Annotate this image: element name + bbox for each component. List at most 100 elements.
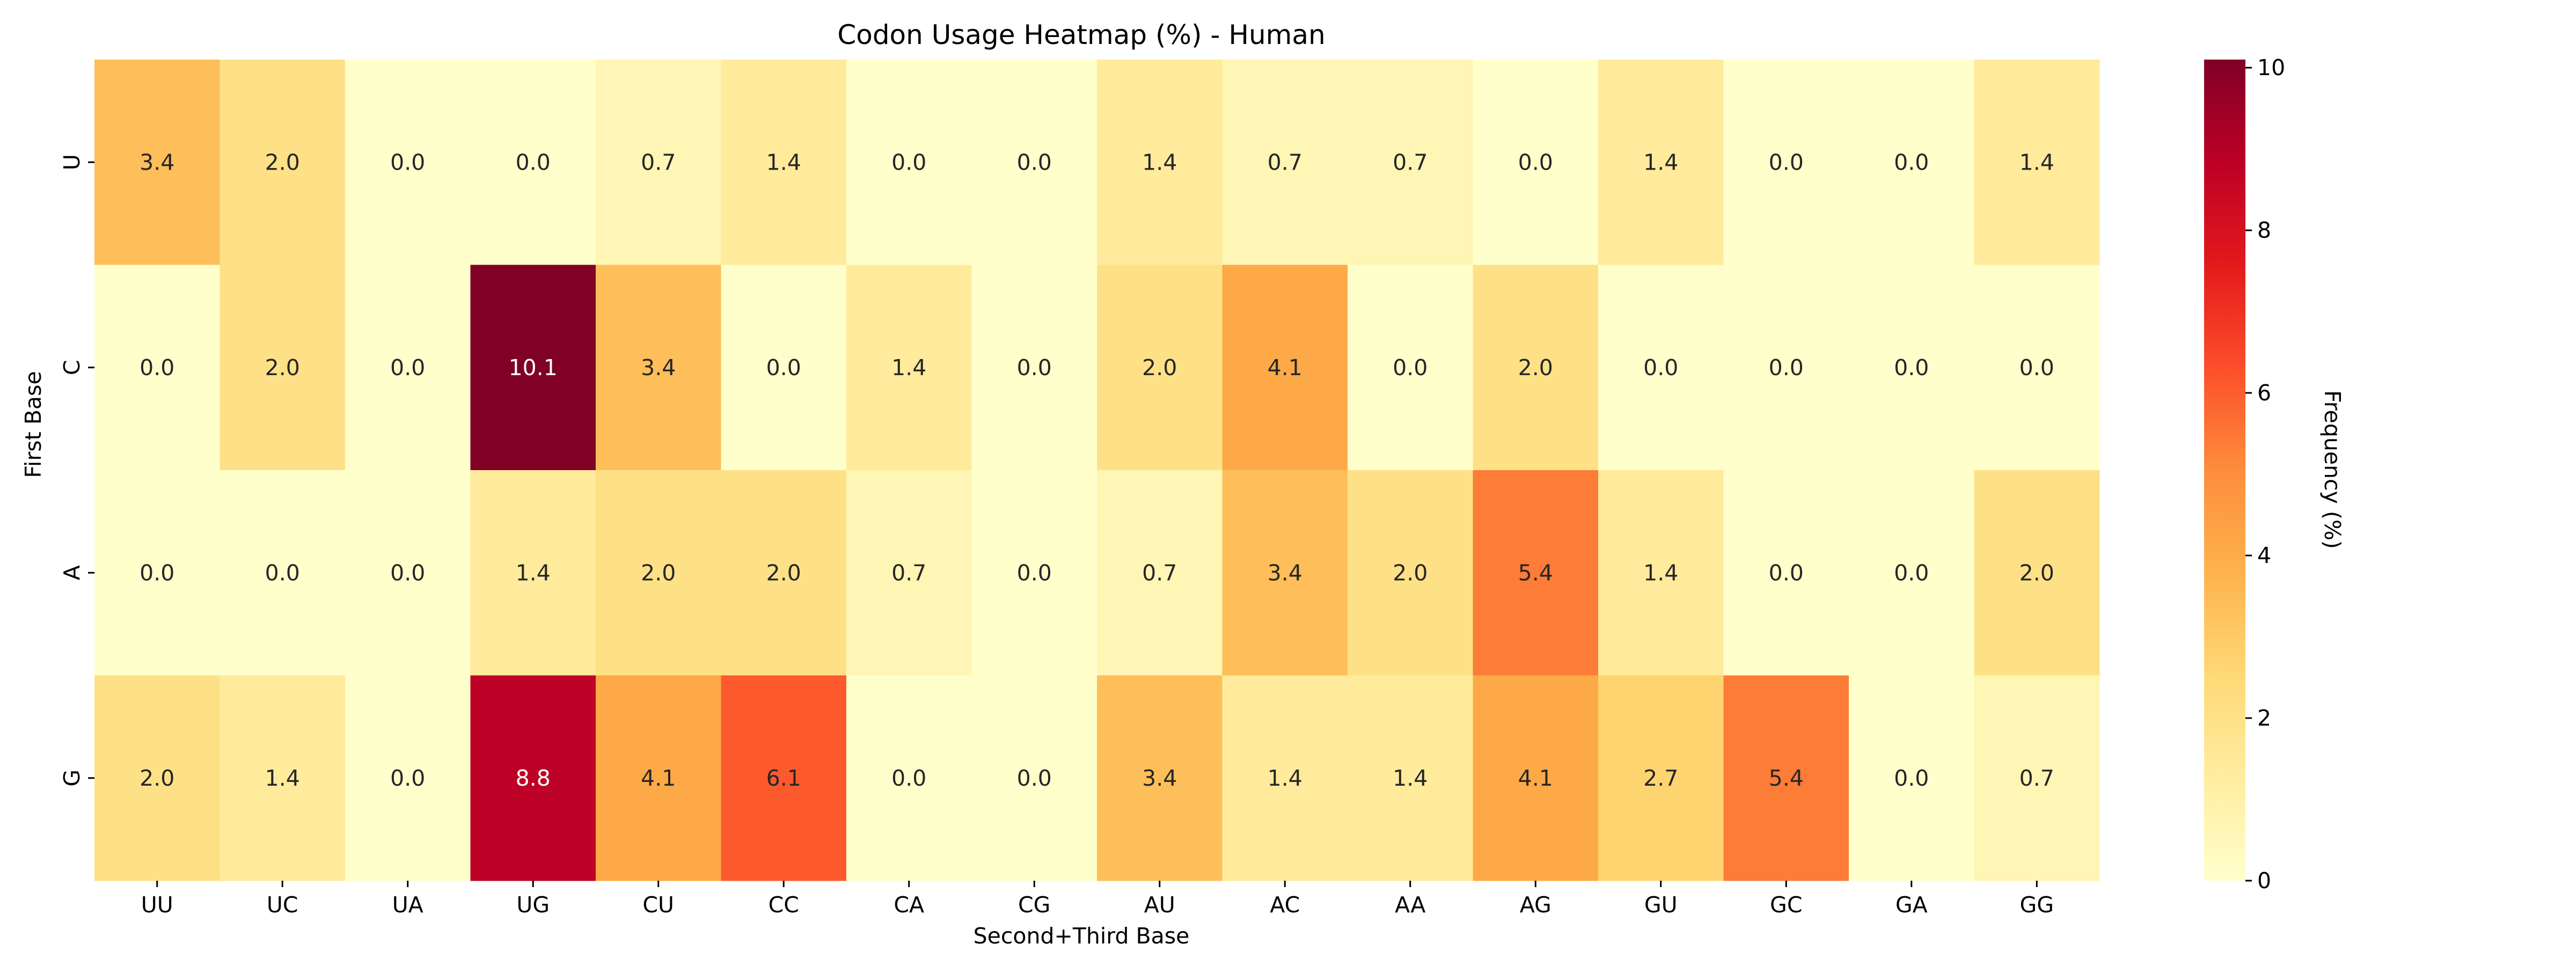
heatmap-cell-C-GU bbox=[1598, 265, 1724, 471]
y-tick-label: A bbox=[59, 565, 85, 580]
heatmap-cell-C-AG bbox=[1473, 265, 1599, 471]
cell-value-label: 2.0 bbox=[1518, 355, 1553, 380]
colorbar-ticks: 0 2 4 6 8 10 bbox=[2245, 55, 2285, 894]
heatmap-cell-U-UG bbox=[470, 60, 596, 265]
chart-title: Codon Usage Heatmap (%) - Human bbox=[837, 19, 1325, 50]
cell-value-label: 0.0 bbox=[1017, 355, 1052, 380]
colorbar: 0 2 4 6 8 10 Frequency (%) bbox=[2204, 55, 2345, 894]
heatmap-cell-U-GG bbox=[1974, 60, 2100, 265]
heatmap-cell-A-GC bbox=[1723, 470, 1849, 676]
heatmap-cell-C-AC bbox=[1222, 265, 1348, 471]
cell-value-label: 0.0 bbox=[140, 355, 174, 380]
heatmap-cell-A-CU bbox=[596, 470, 721, 676]
cell-value-label: 1.4 bbox=[766, 149, 801, 175]
cell-value-label: 0.0 bbox=[1393, 355, 1428, 380]
x-tick-label: GC bbox=[1770, 892, 1802, 918]
heatmap-cell-labels: 3.4 2.0 0.0 0.0 0.7 1.4 0.0 0.0 1.4 0.7 0.7 0.0 1.4 0… bbox=[140, 149, 2054, 791]
y-axis-ticks: U C A G bbox=[59, 154, 94, 787]
cell-value-label: 0.7 bbox=[641, 149, 676, 175]
cell-value-label: 1.4 bbox=[265, 765, 300, 791]
x-tick-label: AG bbox=[1520, 892, 1552, 918]
heatmap-cell-G-GU bbox=[1598, 675, 1724, 881]
heatmap-cell-C-CU bbox=[596, 265, 721, 471]
cell-value-label: 5.4 bbox=[1518, 560, 1553, 586]
heatmap-cell-G-CC bbox=[721, 675, 847, 881]
heatmap-cell-A-GA bbox=[1849, 470, 1974, 676]
cell-value-label: 0.0 bbox=[891, 149, 926, 175]
cell-value-label: 0.0 bbox=[1769, 149, 1804, 175]
x-tick-label: AU bbox=[1144, 892, 1175, 918]
heatmap-cell-G-AA bbox=[1348, 675, 1473, 881]
heatmap-cell-A-AG bbox=[1473, 470, 1599, 676]
cell-value-label: 2.0 bbox=[1142, 355, 1177, 380]
cell-value-label: 3.4 bbox=[641, 355, 676, 380]
heatmap-cell-G-UA bbox=[345, 675, 471, 881]
cell-value-label: 0.7 bbox=[1142, 560, 1177, 586]
cell-value-label: 4.1 bbox=[1268, 355, 1302, 380]
colorbar-gradient bbox=[2204, 60, 2245, 881]
heatmap-cell-A-CG bbox=[971, 470, 1097, 676]
heatmap-cell-G-AG bbox=[1473, 675, 1599, 881]
heatmap-cell-A-UC bbox=[219, 470, 346, 676]
cell-value-label: 2.0 bbox=[140, 765, 174, 791]
heatmap-cell-U-AG bbox=[1473, 60, 1599, 265]
cell-value-label: 2.0 bbox=[265, 355, 300, 380]
x-tick-label: AA bbox=[1395, 892, 1425, 918]
cell-value-label: 0.0 bbox=[1894, 765, 1929, 791]
heatmap-cell-A-UA bbox=[345, 470, 471, 676]
y-tick-label: C bbox=[59, 360, 85, 375]
cell-value-label: 0.0 bbox=[1518, 149, 1553, 175]
heatmap-cell-G-UU bbox=[94, 675, 220, 881]
cell-value-label: 2.0 bbox=[641, 560, 676, 586]
colorbar-tick-label: 10 bbox=[2257, 55, 2285, 80]
heatmap-cell-C-UC bbox=[219, 265, 346, 471]
x-axis-ticks: UU UC UA UG CU CC CA CG AU AC AA AG GU GC GA GG bbox=[141, 881, 2054, 918]
heatmap-cell-U-UA bbox=[345, 60, 471, 265]
heatmap-cell-U-CG bbox=[971, 60, 1097, 265]
x-tick-label: UG bbox=[516, 892, 550, 918]
x-tick-label: UA bbox=[392, 892, 423, 918]
x-axis-label: Second+Third Base bbox=[974, 923, 1190, 949]
x-tick-label: CC bbox=[769, 892, 799, 918]
heatmap-cell-A-AC bbox=[1222, 470, 1348, 676]
cell-value-label: 1.4 bbox=[1393, 765, 1428, 791]
colorbar-tick-label: 6 bbox=[2257, 380, 2271, 406]
heatmap-cell-A-UU bbox=[94, 470, 220, 676]
cell-value-label: 1.4 bbox=[516, 560, 551, 586]
x-tick-label: CA bbox=[894, 892, 924, 918]
heatmap-cell-C-AA bbox=[1348, 265, 1473, 471]
colorbar-tick-label: 2 bbox=[2257, 705, 2271, 731]
heatmap-cell-U-UC bbox=[219, 60, 346, 265]
heatmap-cell-C-GA bbox=[1849, 265, 1974, 471]
cell-value-label: 2.0 bbox=[1393, 560, 1428, 586]
cell-value-label: 0.7 bbox=[1268, 149, 1302, 175]
x-tick-label: CG bbox=[1018, 892, 1050, 918]
heatmap-cell-G-AC bbox=[1222, 675, 1348, 881]
x-tick-label: GA bbox=[1896, 892, 1928, 918]
cell-value-label: 0.0 bbox=[140, 560, 174, 586]
colorbar-tick-label: 8 bbox=[2257, 217, 2271, 243]
x-tick-label: GU bbox=[1644, 892, 1678, 918]
cell-value-label: 4.1 bbox=[1518, 765, 1553, 791]
heatmap-cell-U-GU bbox=[1598, 60, 1724, 265]
cell-value-label: 0.7 bbox=[891, 560, 926, 586]
heatmap-cell-G-CA bbox=[846, 675, 972, 881]
heatmap-cell-A-GU bbox=[1598, 470, 1724, 676]
cell-value-label: 2.0 bbox=[2019, 560, 2054, 586]
heatmap-cell-U-GA bbox=[1849, 60, 1974, 265]
heatmap-cell-C-CG bbox=[971, 265, 1097, 471]
heatmap-cell-A-GG bbox=[1974, 470, 2100, 676]
heatmap-cell-U-CU bbox=[596, 60, 721, 265]
cell-value-label: 1.4 bbox=[1142, 149, 1177, 175]
cell-value-label: 0.0 bbox=[1894, 149, 1929, 175]
cell-value-label: 8.8 bbox=[516, 765, 551, 791]
colorbar-label: Frequency (%) bbox=[2319, 390, 2345, 549]
heatmap-cell-U-UU bbox=[94, 60, 220, 265]
heatmap-cell-C-GC bbox=[1723, 265, 1849, 471]
cell-value-label: 0.7 bbox=[1393, 149, 1428, 175]
x-tick-label: UC bbox=[267, 892, 298, 918]
heatmap-cell-G-GC bbox=[1723, 675, 1849, 881]
heatmap-cell-U-AA bbox=[1348, 60, 1473, 265]
heatmap-cell-G-CG bbox=[971, 675, 1097, 881]
cell-value-label: 6.1 bbox=[766, 765, 801, 791]
